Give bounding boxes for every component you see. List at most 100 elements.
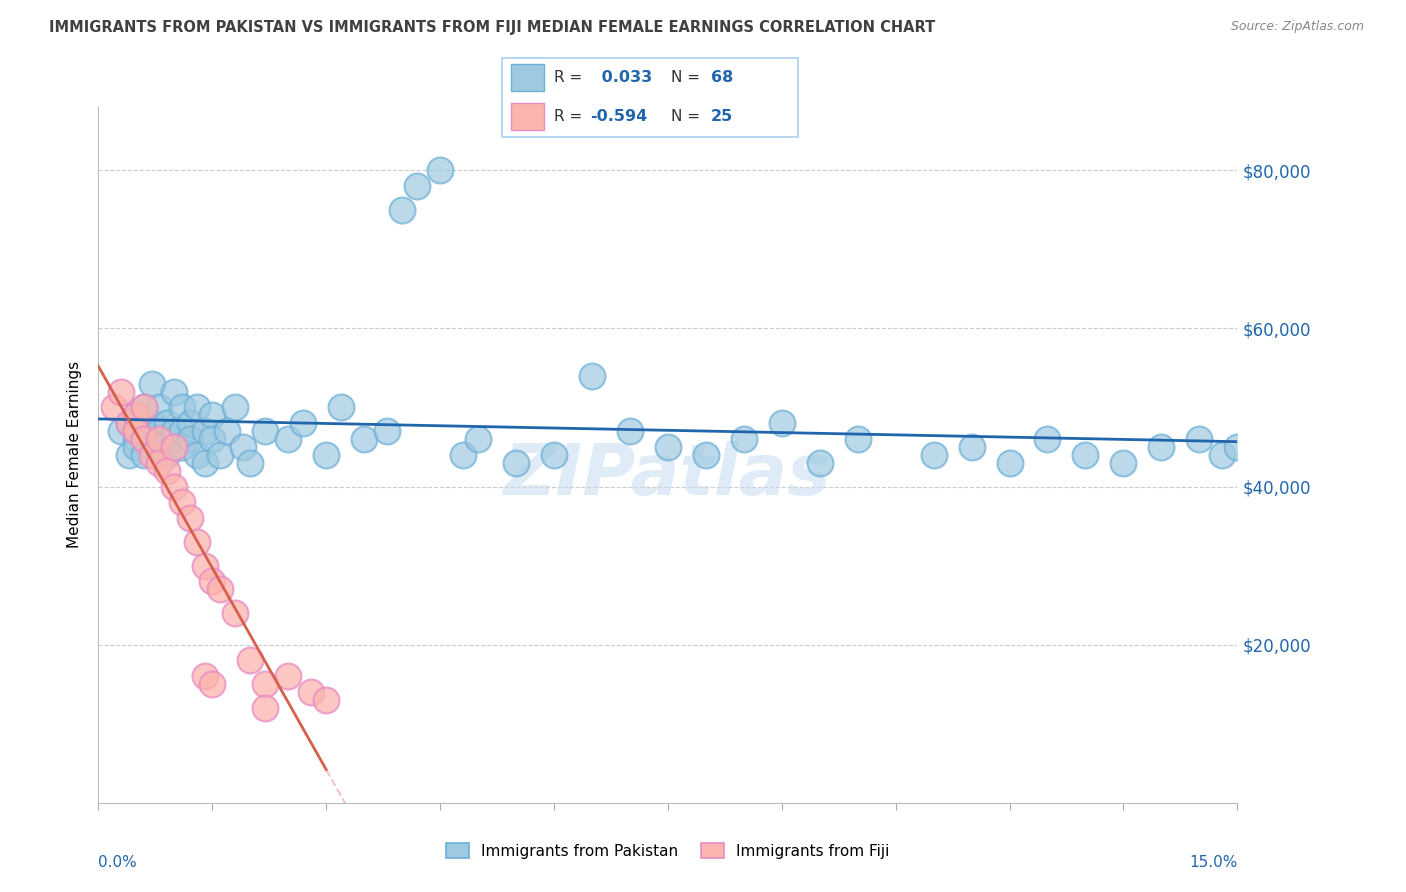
Point [733, 432, 755, 446]
Point [156, 464, 179, 478]
Point [375, 424, 398, 438]
Point [201, 409, 224, 423]
Point [201, 432, 224, 446]
Point [141, 448, 163, 462]
Point [406, 179, 429, 194]
Point [330, 401, 353, 415]
Point [277, 669, 299, 683]
Point [194, 424, 217, 438]
Point [132, 401, 155, 415]
Point [808, 456, 831, 470]
Point [543, 448, 565, 462]
Point [125, 409, 148, 423]
Point [299, 685, 322, 699]
Text: -0.594: -0.594 [591, 109, 647, 124]
Point [391, 202, 413, 217]
Point [170, 401, 193, 415]
Point [163, 384, 186, 399]
Point [194, 456, 217, 470]
Point [208, 582, 231, 597]
Text: 25: 25 [710, 109, 733, 124]
Point [1112, 456, 1135, 470]
Point [118, 448, 141, 462]
Point [148, 456, 170, 470]
Point [163, 424, 186, 438]
Point [1211, 448, 1233, 462]
Point [353, 432, 375, 446]
Point [201, 677, 224, 691]
Point [148, 424, 170, 438]
Point [110, 384, 132, 399]
Text: 15.0%: 15.0% [1189, 855, 1237, 870]
Point [132, 401, 155, 415]
Point [186, 448, 208, 462]
Point [132, 424, 155, 438]
Text: 68: 68 [710, 70, 733, 86]
Point [657, 440, 679, 454]
Point [110, 424, 132, 438]
Text: ZIPatlas: ZIPatlas [505, 442, 831, 510]
Point [163, 432, 186, 446]
Point [451, 448, 474, 462]
Point [194, 669, 217, 683]
Point [277, 432, 299, 446]
Point [148, 440, 170, 454]
Point [170, 424, 193, 438]
Point [922, 448, 945, 462]
Point [125, 409, 148, 423]
Point [224, 606, 246, 620]
Text: N =: N = [672, 109, 706, 124]
Text: Source: ZipAtlas.com: Source: ZipAtlas.com [1230, 20, 1364, 33]
Point [1188, 432, 1211, 446]
Point [467, 432, 489, 446]
Point [156, 448, 179, 462]
Point [125, 432, 148, 446]
Text: 0.033: 0.033 [596, 70, 652, 86]
Point [224, 401, 246, 415]
Text: R =: R = [554, 109, 586, 124]
Point [141, 432, 163, 446]
Point [141, 417, 163, 431]
Text: 0.0%: 0.0% [98, 855, 138, 870]
Point [208, 448, 231, 462]
Point [429, 163, 451, 178]
Point [254, 677, 277, 691]
Point [148, 401, 170, 415]
Point [1036, 432, 1059, 446]
Point [163, 479, 186, 493]
Y-axis label: Median Female Earnings: Median Female Earnings [67, 361, 83, 549]
Text: N =: N = [672, 70, 706, 86]
Point [581, 368, 603, 383]
Point [998, 456, 1021, 470]
Point [315, 448, 337, 462]
Legend: Immigrants from Pakistan, Immigrants from Fiji: Immigrants from Pakistan, Immigrants fro… [440, 837, 896, 864]
Point [170, 440, 193, 454]
Point [163, 440, 186, 454]
Text: R =: R = [554, 70, 586, 86]
Point [132, 448, 155, 462]
FancyBboxPatch shape [512, 64, 544, 92]
Point [1150, 440, 1173, 454]
Point [505, 456, 527, 470]
Point [125, 424, 148, 438]
FancyBboxPatch shape [502, 58, 799, 136]
Point [179, 417, 201, 431]
Point [217, 424, 239, 438]
Point [186, 534, 208, 549]
Point [186, 401, 208, 415]
Point [118, 417, 141, 431]
Point [148, 432, 170, 446]
Point [125, 440, 148, 454]
Point [179, 432, 201, 446]
Point [156, 417, 179, 431]
Point [239, 653, 262, 667]
Point [201, 574, 224, 589]
Point [132, 432, 155, 446]
Point [1074, 448, 1097, 462]
Point [292, 417, 315, 431]
Point [960, 440, 983, 454]
Point [194, 558, 217, 573]
Point [170, 495, 193, 509]
Point [254, 701, 277, 715]
FancyBboxPatch shape [512, 103, 544, 130]
